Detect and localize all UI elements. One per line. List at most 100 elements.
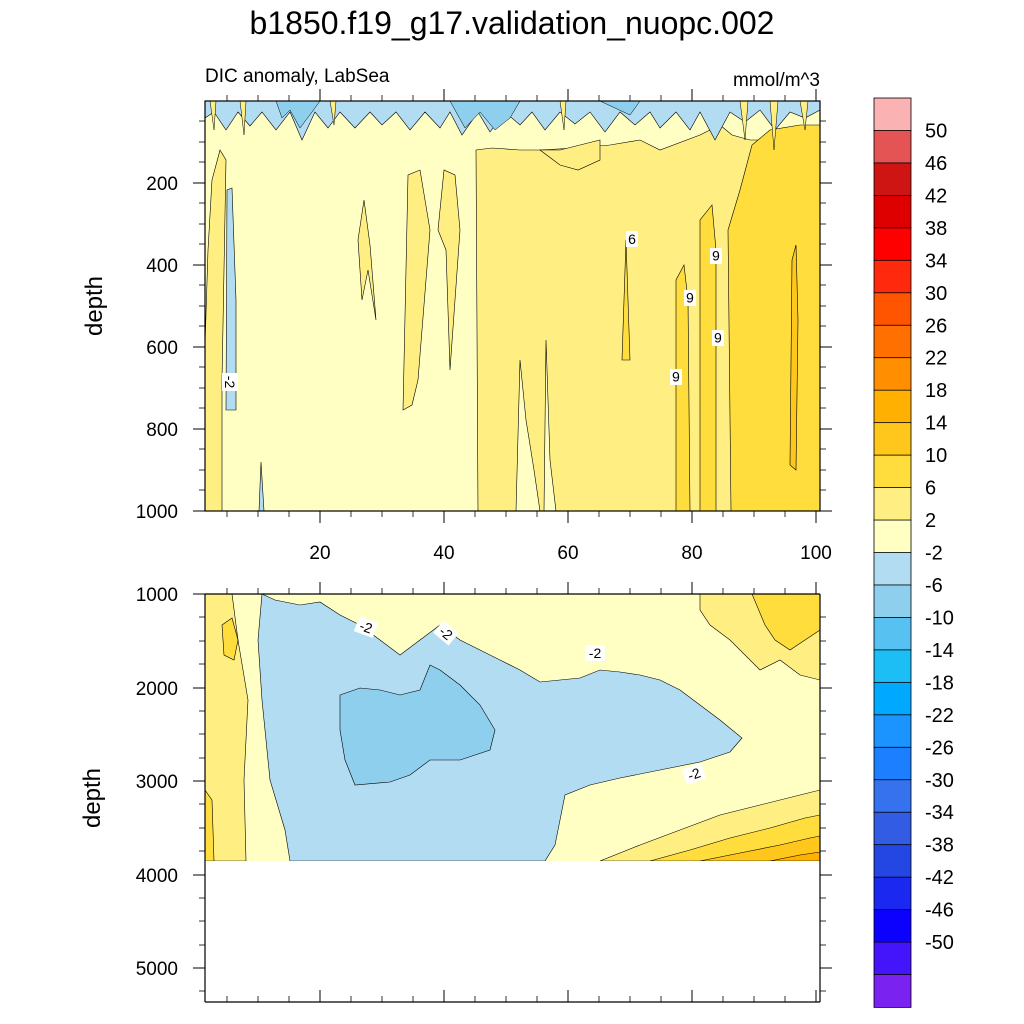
lower-fill-left-2-6: [205, 594, 249, 861]
colorbar-label: 50: [925, 120, 947, 142]
contour-label: 6: [628, 231, 636, 247]
colorbar-label: 38: [925, 218, 947, 240]
upper-x-major-ticks: [319, 89, 817, 523]
colorbar-label: 22: [925, 348, 947, 370]
colorbar-swatch: [873, 130, 912, 164]
upper-y-tick-label: 600: [146, 338, 178, 359]
colorbar-swatch: [873, 649, 912, 684]
contour-label: 6: [712, 248, 720, 264]
colorbar-label: 18: [925, 380, 947, 402]
upper-y-major-ticks: [193, 182, 832, 512]
lower-y-axis-label: depth: [79, 768, 106, 828]
colorbar-swatch: [873, 844, 912, 878]
contour-label: -2: [357, 617, 374, 636]
upper-x-tick-label: 60: [557, 543, 578, 564]
upper-spike-a: [357, 199, 377, 321]
colorbar-label: -10: [925, 607, 954, 629]
colorbar-label: 2: [925, 510, 936, 532]
colorbar-swatch: [873, 454, 912, 489]
lower-y-tick-label: 5000: [136, 959, 178, 980]
colorbar-swatch: [873, 617, 912, 651]
lower-panel: 1000 2000 3000 4000 5000 depth -2 -2 -2 …: [79, 582, 832, 1003]
colorbar-swatch: [873, 681, 912, 716]
upper-y-minor-ticks: [199, 120, 826, 491]
colorbar-swatch: [873, 389, 912, 424]
colorbar-swatch: [873, 422, 912, 456]
lower-fill-bottom-right-10-14: [699, 835, 820, 861]
upper-spike-e: [543, 339, 557, 511]
upper-y-tick-label: 200: [146, 174, 178, 195]
contour-label: 6: [686, 290, 694, 306]
colorbar-swatch: [873, 941, 912, 976]
colorbar-swatch: [873, 324, 912, 359]
lower-fill-negative-core: [339, 664, 496, 786]
upper-x-tick-label: 100: [800, 543, 832, 564]
upper-spike-c: [437, 169, 461, 371]
upper-fill-left-2-6: [205, 149, 227, 511]
colorbar-label: 30: [925, 283, 947, 305]
figure-title: b1850.f19_g17.validation_nuopc.002: [250, 5, 775, 41]
upper-surface-yellow-streaks: [209, 101, 809, 151]
colorbar-label: -26: [925, 737, 954, 759]
contour-label: -2: [685, 764, 702, 783]
colorbar-swatch: [873, 552, 912, 586]
upper-fill-6-10-spike1: [675, 264, 691, 511]
lower-fill-negative-big: [257, 594, 743, 861]
colorbar-swatch: [873, 194, 912, 229]
colorbar-swatch: [873, 876, 912, 911]
colorbar-swatch: [873, 162, 912, 197]
colorbar-label: 34: [925, 250, 947, 272]
colorbar-swatch: [873, 227, 912, 262]
lower-contour-fills: [205, 594, 820, 861]
upper-x-tick-label: 80: [681, 543, 702, 564]
upper-negative-column: [225, 187, 237, 411]
contour-label: 6: [672, 369, 680, 385]
colorbar-label: 26: [925, 315, 947, 337]
upper-contour-fills: [205, 101, 820, 511]
colorbar-label: -2: [925, 543, 943, 565]
colorbar-swatch: [873, 259, 912, 294]
upper-fill-6-10: [727, 124, 820, 511]
lower-y-minor-ticks: [199, 616, 826, 992]
upper-negative-sliver: [258, 461, 265, 511]
colorbar-swatch: [873, 811, 912, 846]
subtitle-left: DIC anomaly, LabSea: [205, 66, 390, 87]
colorbar-label: -18: [925, 672, 954, 694]
colorbar-swatch: [873, 357, 912, 391]
colorbar-label: -46: [925, 900, 954, 922]
lower-contour-labels: -2 -2 -2 -2: [353, 616, 707, 785]
contour-label: -2: [222, 376, 238, 389]
contour-label: -2: [589, 645, 602, 661]
colorbar-label: -14: [925, 640, 954, 662]
upper-spike-d: [515, 359, 541, 511]
colorbar-swatch: [873, 909, 912, 943]
lower-y-tick-label: 1000: [136, 585, 178, 606]
lower-y-tick-label: 2000: [136, 679, 178, 700]
upper-spike-b: [402, 169, 431, 411]
colorbar-swatch: [873, 487, 912, 521]
upper-y-tick-label: 400: [146, 256, 178, 277]
upper-y-tick-label: 1000: [136, 502, 178, 523]
lower-y-tick-label: 3000: [136, 772, 178, 793]
upper-fill-10-14: [789, 244, 799, 471]
lower-x-minor-ticks: [226, 588, 786, 1002]
colorbar-swatch: [873, 584, 912, 619]
colorbar-swatch: [873, 974, 912, 1008]
colorbar-label: -38: [925, 835, 954, 857]
colorbar-label: -6: [925, 575, 943, 597]
upper-y-tick-label: 800: [146, 420, 178, 441]
upper-fill-6-10-spike2: [699, 204, 717, 511]
upper-y-axis-label: depth: [81, 276, 108, 336]
colorbar-label: -22: [925, 705, 954, 727]
colorbar-swatch: [873, 714, 912, 749]
upper-contour-labels: -2 6 6 6 6 6: [222, 231, 724, 391]
lower-empty-region: [205, 861, 820, 1002]
colorbar-label: 46: [925, 153, 947, 175]
lower-y-major-ticks: [193, 593, 832, 969]
colorbar-swatch: [873, 97, 912, 132]
upper-fill-6-10-spike3: [621, 239, 631, 361]
lower-fill-right-6-10: [751, 594, 820, 651]
colorbar-label: -34: [925, 802, 954, 824]
colorbar-swatch: [873, 519, 912, 554]
